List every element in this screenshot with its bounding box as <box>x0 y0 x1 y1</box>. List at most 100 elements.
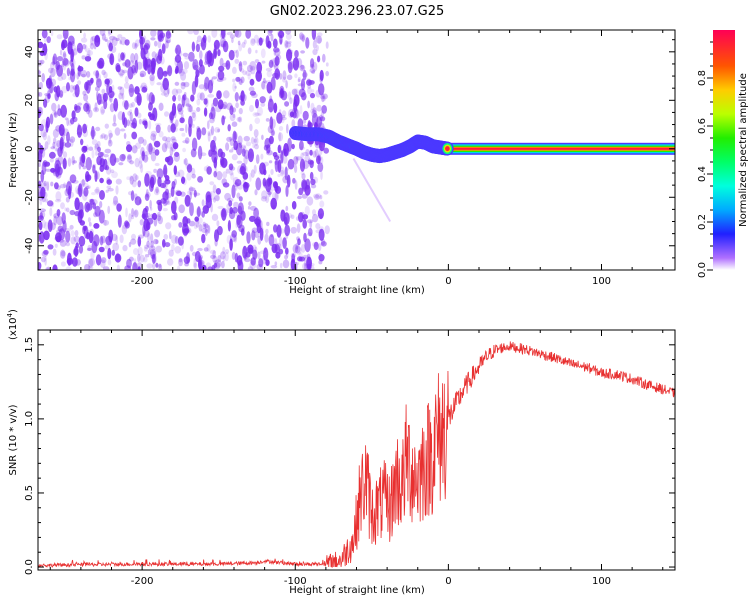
noise-speck <box>210 106 216 120</box>
noise-speck <box>83 225 87 232</box>
noise-speck <box>140 146 145 157</box>
noise-speck <box>140 47 146 60</box>
noise-speck <box>100 133 106 139</box>
noise-speck <box>285 33 292 40</box>
noise-speck <box>97 146 101 153</box>
noise-speck <box>84 264 91 270</box>
noise-speck <box>216 171 223 181</box>
noise-speck <box>249 205 257 211</box>
noise-speck <box>264 233 269 243</box>
noise-speck <box>190 109 197 115</box>
noise-speck <box>191 137 198 151</box>
noise-speck <box>317 208 324 220</box>
noise-speck <box>44 161 51 167</box>
noise-speck <box>287 137 292 152</box>
noise-speck <box>216 78 224 82</box>
noise-speck <box>277 30 284 37</box>
noise-speck <box>130 214 135 220</box>
noise-speck <box>300 152 304 160</box>
noise-speck <box>317 32 323 37</box>
noise-speck <box>310 263 315 267</box>
noise-speck <box>92 164 96 174</box>
noise-speck <box>235 142 243 156</box>
noise-speck <box>159 32 166 39</box>
noise-speck <box>172 95 177 102</box>
snr-line <box>38 341 675 568</box>
noise-speck <box>182 147 187 153</box>
y-tick-label: -40 <box>24 238 35 254</box>
noise-speck <box>286 74 293 81</box>
noise-speck <box>144 120 148 129</box>
noise-speck <box>196 126 201 132</box>
noise-speck <box>138 118 142 125</box>
noise-speck <box>74 84 80 98</box>
noise-speck <box>180 71 187 81</box>
noise-speck <box>271 130 276 136</box>
noise-speck <box>213 260 219 264</box>
noise-speck <box>58 124 65 136</box>
noise-speck <box>185 123 188 134</box>
noise-speck <box>164 139 168 149</box>
noise-speck <box>209 249 216 255</box>
noise-speck <box>270 128 275 136</box>
noise-speck <box>308 80 315 85</box>
noise-speck <box>78 244 84 254</box>
noise-speck <box>267 107 273 111</box>
noise-speck <box>196 217 203 225</box>
noise-speck <box>313 33 317 42</box>
noise-speck <box>158 264 163 270</box>
noise-speck <box>235 102 239 109</box>
noise-speck <box>270 197 278 210</box>
noise-speck <box>150 213 154 220</box>
noise-speck <box>314 148 319 158</box>
noise-speck <box>220 151 226 159</box>
noise-speck <box>254 144 259 150</box>
noise-speck <box>253 129 259 138</box>
noise-speck <box>92 163 96 168</box>
noise-speck <box>235 76 241 82</box>
noise-speck <box>285 30 292 35</box>
noise-speck <box>143 44 150 49</box>
noise-speck <box>166 136 172 143</box>
noise-speck <box>102 266 110 270</box>
spectrogram-y-ticks: -40 -20 0 20 40 <box>24 39 675 259</box>
noise-speck <box>85 157 92 171</box>
noise-speck <box>174 151 180 157</box>
noise-speck <box>138 136 144 144</box>
noise-speck <box>258 169 263 175</box>
noise-speck <box>279 34 283 45</box>
noise-speck <box>217 255 222 263</box>
noise-speck <box>91 125 95 140</box>
noise-speck <box>44 141 49 150</box>
noise-speck <box>222 116 227 120</box>
noise-speck <box>86 247 93 252</box>
noise-speck <box>291 88 298 96</box>
noise-speck <box>187 30 194 35</box>
noise-speck <box>312 48 318 56</box>
noise-speck <box>107 247 112 260</box>
noise-speck <box>148 179 154 193</box>
noise-speck <box>231 37 234 44</box>
noise-speck <box>197 145 203 160</box>
noise-speck <box>276 112 283 124</box>
noise-speck <box>198 84 206 90</box>
noise-speck <box>309 171 314 181</box>
noise-speck <box>121 153 126 160</box>
noise-speck <box>234 252 239 263</box>
noise-speck <box>255 98 259 109</box>
noise-speck <box>301 180 308 192</box>
noise-speck <box>38 162 41 167</box>
noise-speck <box>265 178 272 193</box>
noise-speck <box>133 258 137 268</box>
noise-speck <box>300 64 305 70</box>
noise-speck <box>204 223 210 234</box>
noise-speck <box>87 217 91 223</box>
noise-speck <box>206 244 211 252</box>
noise-speck <box>104 148 112 154</box>
noise-speck <box>96 78 102 88</box>
noise-speck <box>165 31 171 36</box>
noise-speck <box>224 192 232 201</box>
noise-speck <box>319 75 324 83</box>
snr-panel: -200 -100 0 100 0.0 0.5 1.0 1.5 Height of stra… <box>6 309 676 596</box>
noise-speck <box>284 166 288 181</box>
